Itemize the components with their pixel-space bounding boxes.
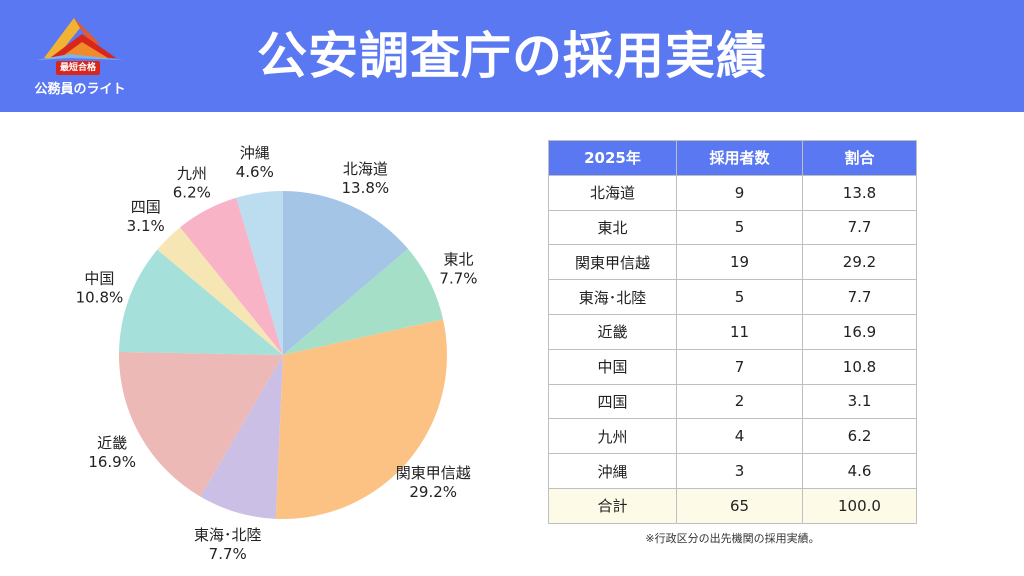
slice-percent: 13.8%	[342, 179, 390, 197]
hires-cell: 11	[676, 313, 803, 350]
slice-percent: 4.6%	[236, 163, 274, 181]
page-title: 公安調査庁の採用実績	[257, 27, 767, 85]
region-cell: 近畿	[548, 313, 677, 350]
pie-slice-3	[200, 355, 283, 519]
pie-slice-7	[180, 197, 283, 355]
ratio-cell: 16.9	[802, 313, 917, 350]
hires-cell: 2	[676, 383, 803, 420]
hires-cell: 5	[676, 279, 803, 315]
mountain-logo-icon	[36, 18, 124, 60]
hires-cell: 3	[676, 453, 803, 489]
column-header-year: 2025年	[548, 140, 677, 176]
table-row: 近畿 11 16.9	[548, 313, 917, 350]
slice-percent: 16.9%	[88, 453, 136, 471]
logo-badge: 最短合格	[56, 61, 101, 75]
column-header-hires: 採用者数	[676, 140, 803, 176]
site-logo[interactable]: 最短合格 公務員のライト	[30, 14, 130, 98]
logo-text: 公務員のライト	[34, 82, 126, 97]
ratio-cell: 7.7	[802, 279, 917, 315]
slice-name: 近畿	[97, 434, 127, 452]
table-row: 九州 4 6.2	[548, 418, 917, 455]
slice-label-1: 東北 7.7%	[439, 251, 477, 288]
table-row: 東北 5 7.7	[548, 209, 917, 246]
slice-label-5: 中国 10.8%	[76, 269, 124, 306]
pie-slice-2	[275, 319, 447, 520]
slice-label-2: 関東甲信越 29.2%	[396, 464, 471, 501]
region-cell: 関東甲信越	[548, 244, 677, 281]
table-row: 中国 7 10.8	[548, 348, 917, 385]
total-label-cell: 合計	[548, 487, 677, 524]
slice-name: 東北	[443, 251, 473, 269]
ratio-cell: 29.2	[802, 244, 917, 281]
hires-cell: 5	[676, 209, 803, 246]
slice-percent: 3.1%	[127, 217, 165, 235]
table-row: 関東甲信越 19 29.2	[548, 244, 917, 281]
header-bar: 最短合格 公務員のライト 公安調査庁の採用実績	[0, 0, 1024, 112]
table-header-row: 2025年 採用者数 割合	[548, 140, 917, 176]
pie-slice-5	[119, 249, 283, 355]
table-row: 沖縄 3 4.6	[548, 453, 917, 489]
table-total-row: 合計 65 100.0	[548, 487, 917, 524]
ratio-cell: 6.2	[802, 418, 917, 455]
slice-name: 北海道	[343, 160, 388, 178]
slice-label-3: 東海･北陸 7.7%	[194, 526, 262, 563]
slice-name: 東海･北陸	[194, 526, 262, 544]
total-hires-cell: 65	[676, 487, 803, 524]
slice-percent: 29.2%	[409, 483, 457, 501]
region-cell: 中国	[548, 348, 677, 385]
pie-chart: 北海道 13.8%東北 7.7%関東甲信越 29.2%東海･北陸 7.7%近畿 16.9%…	[76, 144, 478, 563]
hires-cell: 9	[676, 174, 803, 211]
slice-name: 四国	[131, 198, 161, 216]
slice-label-0: 北海道 13.8%	[342, 160, 390, 197]
slice-label-4: 近畿 16.9%	[88, 434, 136, 471]
pie-slice-4	[119, 351, 284, 497]
slice-percent: 7.7%	[209, 545, 247, 563]
slice-label-7: 九州 6.2%	[173, 164, 211, 201]
table-row: 四国 2 3.1	[548, 383, 917, 420]
table-row: 北海道 9 13.8	[548, 174, 917, 211]
pie-slice-1	[283, 248, 444, 355]
slice-percent: 10.8%	[76, 288, 124, 306]
region-cell: 東海･北陸	[548, 279, 677, 315]
region-cell: 東北	[548, 209, 677, 246]
slice-label-8: 沖縄 4.6%	[236, 144, 274, 181]
hires-cell: 4	[676, 418, 803, 455]
ratio-cell: 10.8	[802, 348, 917, 385]
slice-percent: 7.7%	[439, 270, 477, 288]
ratio-cell: 3.1	[802, 383, 917, 420]
ratio-cell: 13.8	[802, 174, 917, 211]
slice-name: 九州	[177, 164, 207, 182]
region-cell: 四国	[548, 383, 677, 420]
table-row: 東海･北陸 5 7.7	[548, 279, 917, 315]
ratio-cell: 7.7	[802, 209, 917, 246]
ratio-cell: 4.6	[802, 453, 917, 489]
region-cell: 九州	[548, 418, 677, 455]
slice-label-6: 四国 3.1%	[127, 198, 165, 235]
total-ratio-cell: 100.0	[802, 487, 917, 524]
pie-slice-6	[157, 227, 283, 355]
hires-cell: 7	[676, 348, 803, 385]
hires-cell: 19	[676, 244, 803, 281]
footnote: ※行政区分の出先機関の採用実績。	[645, 532, 820, 545]
recruitment-table: 2025年 採用者数 割合 北海道 9 13.8 東北 5 7.7 関東甲信越 …	[548, 140, 917, 524]
region-cell: 北海道	[548, 174, 677, 211]
region-cell: 沖縄	[548, 453, 677, 489]
slice-name: 沖縄	[240, 144, 270, 162]
column-header-ratio: 割合	[802, 140, 917, 176]
pie-slice-0	[283, 191, 409, 355]
slice-name: 関東甲信越	[396, 464, 471, 482]
pie-slice-8	[236, 191, 283, 355]
slice-name: 中国	[84, 269, 114, 287]
slice-percent: 6.2%	[173, 183, 211, 201]
